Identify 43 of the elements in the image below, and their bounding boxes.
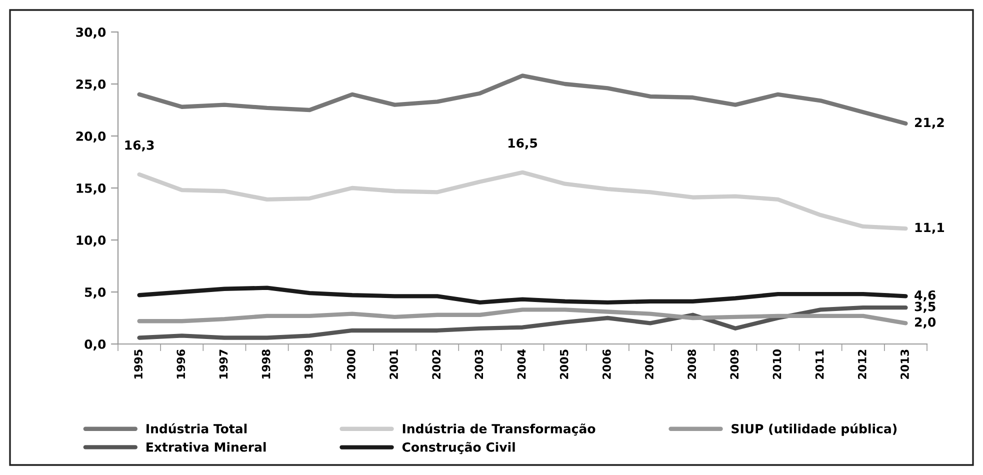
legend-label: Extrativa Mineral	[146, 442, 266, 452]
x-tick-label: 2009	[730, 350, 739, 379]
data-label: 3,5	[914, 302, 936, 313]
x-tick-label: 2010	[772, 349, 782, 379]
legend-label: SIUP (utilidade pública)	[732, 423, 897, 436]
x-tick-label: 2000	[347, 349, 356, 379]
x-tick-label: 2001	[390, 350, 398, 379]
data-label: 11,1	[915, 222, 944, 234]
y-tick-label: 5,0	[85, 287, 106, 299]
x-tick-label: 1997	[219, 350, 228, 379]
x-tick-label: 2013	[900, 350, 909, 379]
x-tick-label: 1998	[262, 350, 270, 379]
x-tick-label: 2007	[645, 350, 654, 379]
line-series	[137, 170, 908, 231]
x-tick-label: 2004	[517, 349, 526, 379]
data-label: 2,0	[915, 317, 936, 328]
line-series	[137, 308, 908, 326]
y-tick-label: 15,0	[76, 183, 106, 195]
x-tick-label: 2008	[688, 350, 696, 379]
data-label: 16,5	[508, 138, 538, 150]
x-tick-label: 1996	[176, 349, 186, 379]
y-tick-label: 30,0	[76, 27, 106, 39]
y-tick-label: 20,0	[76, 131, 106, 143]
x-tick-label: 2011	[815, 350, 824, 379]
y-tick-label: 10,0	[76, 235, 106, 247]
x-tick-label: 1999	[304, 350, 313, 379]
line-series	[137, 74, 908, 126]
line-series	[137, 306, 908, 340]
x-tick-label: 2005	[560, 350, 568, 379]
x-tick-label: 2006	[602, 349, 611, 379]
x-tick-label: 1995	[134, 350, 143, 379]
legend-label: Indústria de Transformação	[402, 423, 596, 436]
line-series	[137, 286, 908, 304]
x-tick-label: 2002	[432, 350, 441, 379]
y-tick-label: 25,0	[76, 79, 106, 91]
y-tick-label: 0,0	[84, 339, 106, 351]
data-label: 21,2	[915, 118, 944, 129]
x-tick-label: 2003	[474, 350, 484, 379]
data-label: 16,3	[125, 140, 154, 152]
legend-label: Indústria Total	[146, 423, 247, 434]
legend-label: Construção Civil	[402, 442, 515, 454]
x-tick-label: 2012	[858, 350, 866, 379]
data-label: 4,6	[914, 290, 936, 302]
